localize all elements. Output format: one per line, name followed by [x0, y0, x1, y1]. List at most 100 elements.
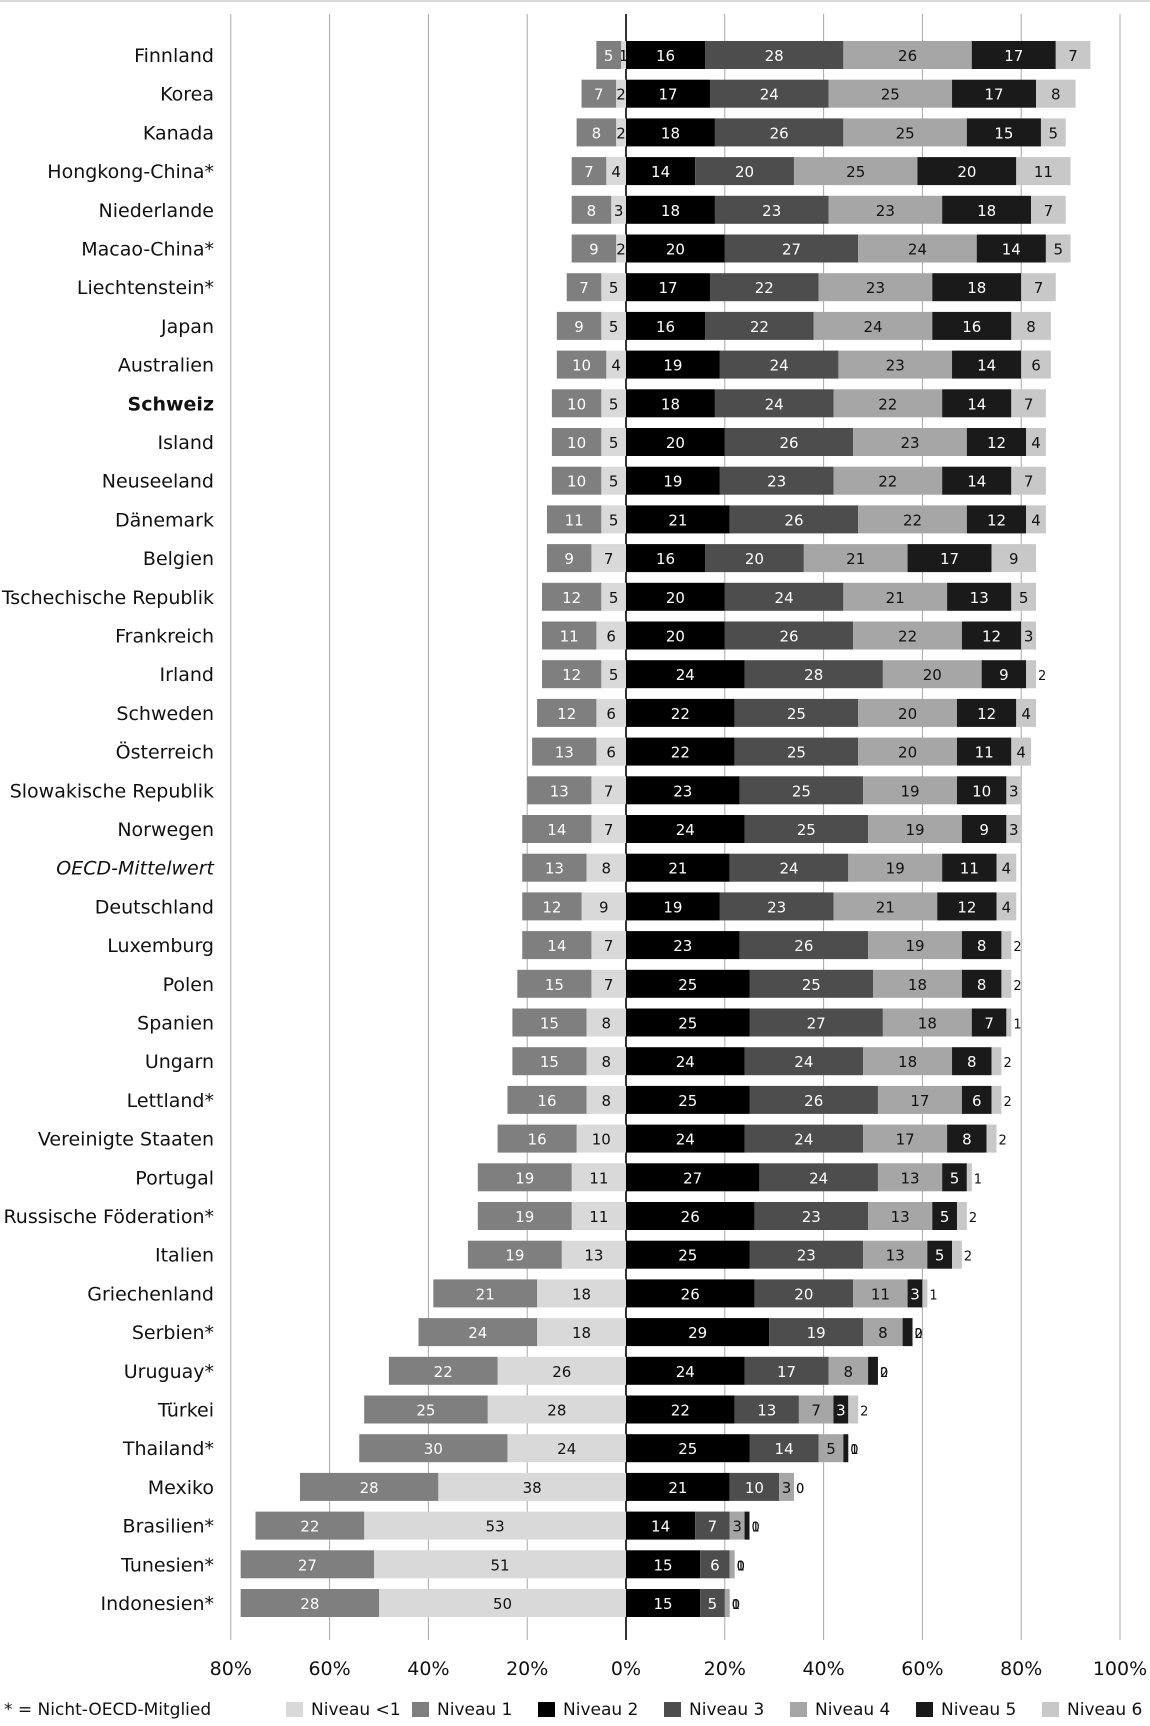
legend-label: Niveau 2 [563, 1700, 639, 1720]
data-label: 15 [540, 1053, 559, 1071]
data-label: 2 [915, 1327, 923, 1342]
bar-segment [626, 1395, 735, 1424]
x-tick-label: 20% [506, 1658, 548, 1680]
data-label: 4 [1002, 898, 1012, 916]
data-label: 20 [745, 550, 764, 568]
bar-segment [793, 157, 918, 186]
bar-segment [818, 273, 933, 302]
bar-segment [1021, 621, 1037, 650]
bar-segment [853, 1279, 908, 1308]
bar-segment [626, 698, 735, 727]
data-label: 22 [300, 1518, 319, 1536]
data-label: 19 [505, 1247, 524, 1265]
category-label: Serbien* [132, 1322, 214, 1344]
data-label: 18 [908, 976, 927, 994]
data-label: 23 [762, 202, 781, 220]
bar-segment [532, 737, 597, 766]
bar-segment [522, 931, 592, 960]
category-label: Brasilien* [123, 1516, 214, 1538]
bar-segment [556, 311, 602, 340]
data-label: 19 [663, 357, 682, 375]
data-label: 11 [1034, 163, 1053, 181]
bar-segment [626, 1550, 701, 1579]
data-label: 24 [863, 318, 882, 336]
bar-segment [626, 428, 725, 456]
category-label: Portugal [135, 1167, 214, 1189]
data-label: 3 [836, 1402, 846, 1420]
chart-legend: * = Nicht-OECD-Mitglied Niveau <1 Niveau … [0, 1700, 1150, 1724]
bar-segment [759, 1163, 878, 1192]
bar-segment [932, 273, 1022, 302]
data-label: 9 [564, 550, 574, 568]
bar-segment [551, 428, 602, 456]
data-label: 6 [606, 705, 616, 723]
data-label: 25 [881, 86, 900, 104]
data-label: 0 [880, 1366, 888, 1381]
data-label: 2 [616, 124, 626, 142]
bar-segment [749, 1008, 883, 1037]
data-label: 8 [967, 1053, 977, 1071]
bar-segment [626, 1589, 701, 1617]
data-label: 13 [555, 744, 574, 762]
data-label: 5 [1053, 241, 1063, 259]
data-label: 17 [1004, 47, 1023, 65]
bar-segment [744, 1356, 829, 1385]
bar-segment [961, 815, 1007, 843]
data-label: 10 [567, 395, 586, 413]
data-label: 6 [972, 1092, 982, 1110]
bar-segment [1011, 311, 1051, 340]
bar-segment [606, 350, 626, 379]
data-label: 18 [898, 1053, 917, 1071]
bar-segment [952, 79, 1037, 108]
bar-segment [364, 1395, 488, 1424]
data-label: 22 [755, 279, 774, 297]
bar-segment [798, 1395, 834, 1424]
bar-segment [487, 1395, 626, 1424]
data-label: 26 [779, 434, 798, 452]
data-label: 19 [901, 782, 920, 800]
category-label: Türkei [157, 1400, 214, 1422]
legend-swatch [664, 1702, 681, 1717]
data-label: 21 [476, 1285, 495, 1303]
data-label: 38 [523, 1479, 542, 1497]
bar-segment [1040, 118, 1066, 147]
data-label: 10 [745, 1479, 764, 1497]
bar-segment [942, 389, 1012, 418]
data-label: 8 [962, 1131, 972, 1149]
bar-segment [956, 776, 1007, 805]
data-label: 7 [708, 1518, 718, 1536]
bar-segment [551, 389, 602, 418]
data-label: 4 [1031, 511, 1041, 529]
data-label: 9 [599, 898, 609, 916]
data-label: 17 [940, 550, 959, 568]
bar-segment [626, 1279, 755, 1308]
data-label: 7 [1068, 47, 1078, 65]
bar-segment [705, 544, 804, 573]
bar-segment [828, 79, 953, 108]
data-label: 2 [1013, 940, 1021, 955]
legend-item: Niveau 1 [412, 1700, 512, 1720]
data-label: 24 [676, 1363, 695, 1381]
data-label: 8 [601, 1015, 611, 1033]
bar-segment [626, 41, 706, 69]
bar-segment [507, 1085, 587, 1114]
bar-segment [705, 311, 814, 340]
data-label: 12 [562, 666, 581, 684]
bar-segment [626, 776, 740, 805]
legend-item: Niveau 4 [790, 1700, 890, 1720]
bar-segment [744, 815, 869, 843]
data-label: 25 [678, 1440, 697, 1458]
bar-segment [601, 389, 626, 418]
bar-segment [833, 389, 943, 418]
data-label: 27 [683, 1169, 702, 1187]
bar-segment [961, 969, 1002, 998]
category-label: Macao-China* [81, 239, 214, 261]
bar-segment [976, 234, 1046, 263]
bar-segment [754, 1202, 869, 1230]
bar-segment [626, 815, 745, 843]
data-label: 20 [666, 434, 685, 452]
bar-segment [240, 1589, 379, 1617]
bar-segment [507, 1434, 626, 1463]
data-label: 22 [878, 395, 897, 413]
category-label: Belgien [143, 548, 214, 570]
